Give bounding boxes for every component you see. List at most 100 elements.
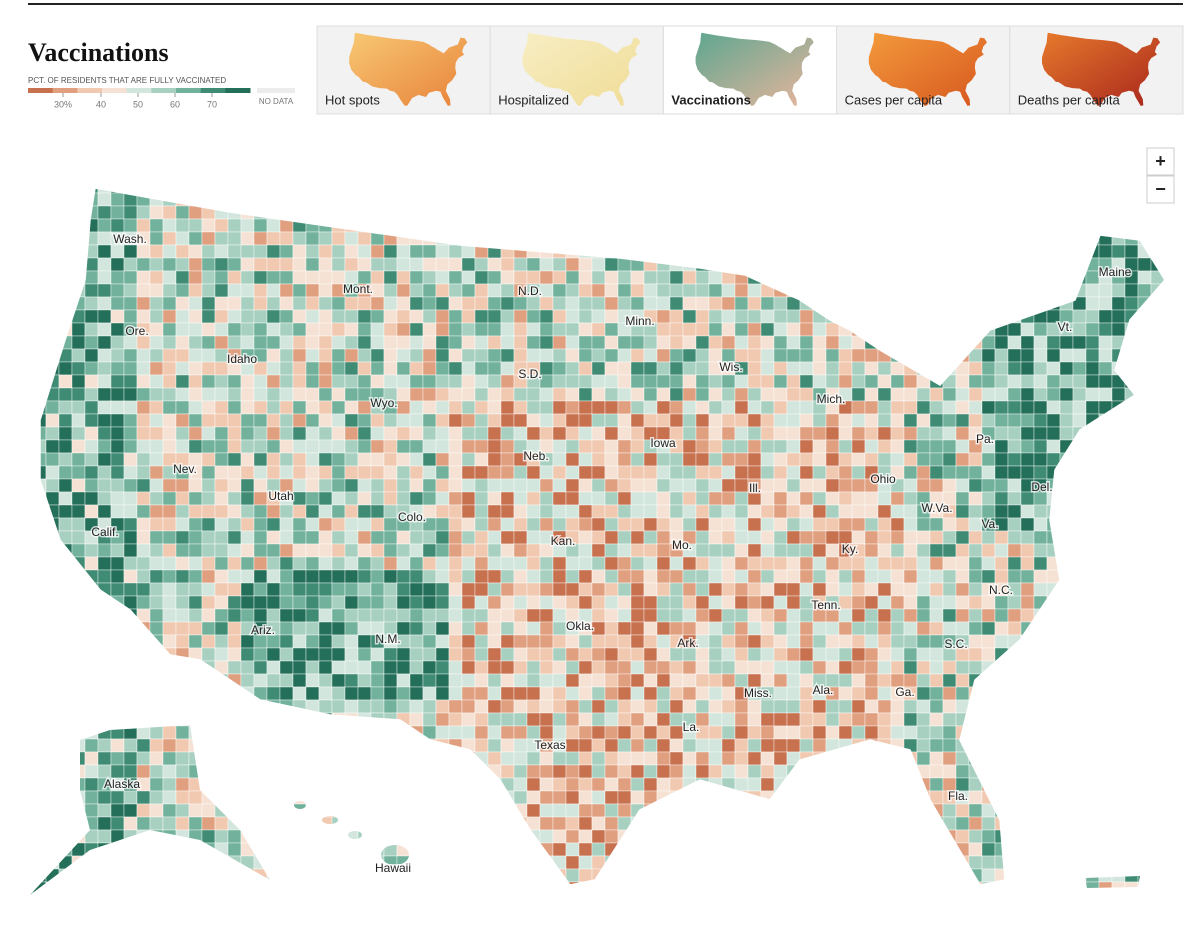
county: [267, 180, 280, 193]
county: [306, 206, 319, 219]
county: [150, 739, 163, 752]
county: [1047, 804, 1060, 817]
county: [1125, 557, 1138, 570]
county: [748, 661, 761, 674]
county: [709, 440, 722, 453]
county: [124, 635, 137, 648]
county: [761, 765, 774, 778]
county: [436, 271, 449, 284]
county: [215, 375, 228, 388]
county: [46, 882, 59, 895]
county: [163, 193, 176, 206]
county: [280, 739, 293, 752]
county: [436, 557, 449, 570]
county: [332, 609, 345, 622]
county: [46, 856, 59, 869]
county: [436, 245, 449, 258]
county: [1177, 843, 1190, 856]
county: [891, 544, 904, 557]
county: [384, 817, 397, 830]
county: [1177, 700, 1190, 713]
county: [891, 310, 904, 323]
county: [189, 531, 202, 544]
county: [384, 583, 397, 596]
county: [514, 648, 527, 661]
county: [618, 726, 631, 739]
county: [384, 310, 397, 323]
county: [813, 635, 826, 648]
county: [449, 453, 462, 466]
county: [1060, 206, 1073, 219]
county: [696, 401, 709, 414]
county: [371, 297, 384, 310]
county: [488, 817, 501, 830]
county: [59, 804, 72, 817]
county: [215, 206, 228, 219]
county: [982, 492, 995, 505]
county: [800, 505, 813, 518]
county: [293, 401, 306, 414]
county: [696, 245, 709, 258]
county: [956, 336, 969, 349]
county: [163, 765, 176, 778]
county: [631, 479, 644, 492]
county: [969, 505, 982, 518]
county: [345, 830, 358, 843]
county: [1073, 583, 1086, 596]
tab[interactable]: Deaths per capita: [1010, 26, 1183, 114]
county: [85, 713, 98, 726]
county: [930, 479, 943, 492]
county: [657, 479, 670, 492]
county: [969, 518, 982, 531]
county: [1112, 414, 1125, 427]
county: [1008, 544, 1021, 557]
county: [202, 362, 215, 375]
tab[interactable]: Hot spots: [317, 26, 490, 114]
county: [397, 297, 410, 310]
county: [553, 687, 566, 700]
county: [735, 661, 748, 674]
county: [995, 687, 1008, 700]
county: [1125, 674, 1138, 687]
county: [540, 427, 553, 440]
county: [878, 791, 891, 804]
county: [20, 609, 33, 622]
county: [267, 388, 280, 401]
county: [1047, 635, 1060, 648]
county: [176, 856, 189, 869]
county: [540, 557, 553, 570]
county: [254, 843, 267, 856]
county: [1177, 830, 1190, 843]
county: [891, 453, 904, 466]
tab[interactable]: Hospitalized: [490, 26, 663, 114]
county: [982, 336, 995, 349]
county: [605, 609, 618, 622]
county: [683, 297, 696, 310]
county: [59, 492, 72, 505]
county: [540, 648, 553, 661]
tab[interactable]: Vaccinations: [663, 26, 836, 114]
county: [735, 440, 748, 453]
county: [1060, 596, 1073, 609]
county: [631, 856, 644, 869]
county: [592, 440, 605, 453]
county: [527, 609, 540, 622]
county: [449, 401, 462, 414]
county: [137, 791, 150, 804]
county: [280, 583, 293, 596]
county: [306, 674, 319, 687]
county: [215, 297, 228, 310]
county: [943, 414, 956, 427]
county: [449, 765, 462, 778]
county: [384, 518, 397, 531]
county: [1164, 609, 1177, 622]
county: [475, 661, 488, 674]
county: [696, 739, 709, 752]
county: [683, 466, 696, 479]
county: [449, 180, 462, 193]
county: [72, 661, 85, 674]
county: [644, 375, 657, 388]
county: [943, 180, 956, 193]
tab[interactable]: Cases per capita: [837, 26, 1010, 114]
county: [72, 453, 85, 466]
